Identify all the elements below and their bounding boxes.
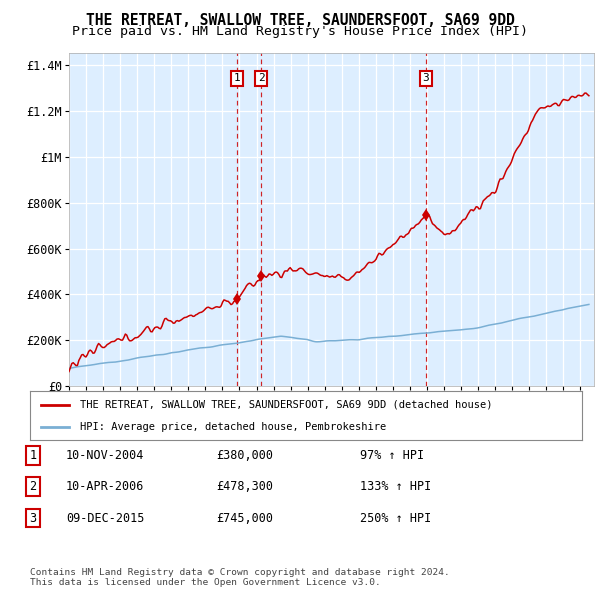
Text: 1: 1 <box>29 449 37 462</box>
Text: Price paid vs. HM Land Registry's House Price Index (HPI): Price paid vs. HM Land Registry's House … <box>72 25 528 38</box>
Text: 3: 3 <box>422 73 430 83</box>
Text: £745,000: £745,000 <box>216 512 273 525</box>
Text: THE RETREAT, SWALLOW TREE, SAUNDERSFOOT, SA69 9DD: THE RETREAT, SWALLOW TREE, SAUNDERSFOOT,… <box>86 13 514 28</box>
Text: 09-DEC-2015: 09-DEC-2015 <box>66 512 145 525</box>
Text: 97% ↑ HPI: 97% ↑ HPI <box>360 449 424 462</box>
Text: THE RETREAT, SWALLOW TREE, SAUNDERSFOOT, SA69 9DD (detached house): THE RETREAT, SWALLOW TREE, SAUNDERSFOOT,… <box>80 399 492 409</box>
Text: 2: 2 <box>29 480 37 493</box>
Text: 3: 3 <box>29 512 37 525</box>
Text: Contains HM Land Registry data © Crown copyright and database right 2024.
This d: Contains HM Land Registry data © Crown c… <box>30 568 450 587</box>
Text: 1: 1 <box>234 73 241 83</box>
Text: 2: 2 <box>258 73 265 83</box>
Text: 10-NOV-2004: 10-NOV-2004 <box>66 449 145 462</box>
Text: £478,300: £478,300 <box>216 480 273 493</box>
Text: HPI: Average price, detached house, Pembrokeshire: HPI: Average price, detached house, Pemb… <box>80 422 386 432</box>
Text: 250% ↑ HPI: 250% ↑ HPI <box>360 512 431 525</box>
Text: £380,000: £380,000 <box>216 449 273 462</box>
Text: 10-APR-2006: 10-APR-2006 <box>66 480 145 493</box>
Text: 133% ↑ HPI: 133% ↑ HPI <box>360 480 431 493</box>
